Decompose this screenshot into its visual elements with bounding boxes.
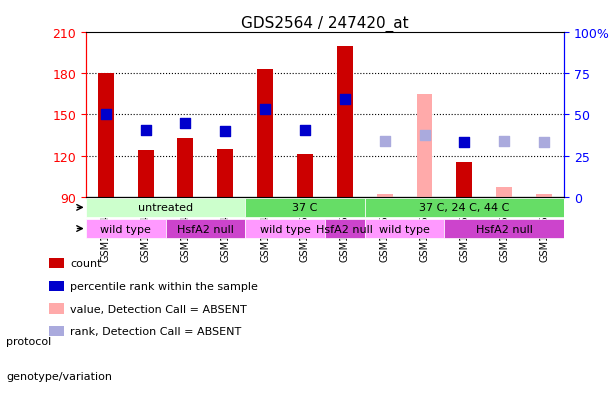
Bar — [417, 95, 433, 197]
Bar — [456, 163, 473, 197]
Text: HsfA2 null: HsfA2 null — [476, 224, 533, 234]
Point — [499, 138, 509, 145]
Point — [181, 120, 191, 127]
Bar — [217, 150, 233, 197]
FancyBboxPatch shape — [86, 219, 166, 238]
Text: value, Detection Call = ABSENT: value, Detection Call = ABSENT — [70, 304, 247, 314]
Bar — [497, 188, 512, 197]
FancyBboxPatch shape — [245, 198, 365, 217]
Text: percentile rank within the sample: percentile rank within the sample — [70, 281, 258, 291]
Text: untreated: untreated — [138, 203, 193, 213]
Text: count: count — [70, 259, 102, 268]
Text: HsfA2 null: HsfA2 null — [177, 224, 234, 234]
FancyBboxPatch shape — [325, 219, 365, 238]
FancyBboxPatch shape — [86, 198, 245, 217]
FancyBboxPatch shape — [166, 219, 245, 238]
Text: 37 C, 24 C, 44 C: 37 C, 24 C, 44 C — [419, 203, 509, 213]
Bar — [98, 74, 114, 197]
Point — [101, 112, 111, 119]
Point — [460, 139, 470, 146]
FancyBboxPatch shape — [365, 219, 444, 238]
Point — [300, 127, 310, 133]
FancyBboxPatch shape — [444, 219, 564, 238]
Point — [221, 128, 230, 135]
Title: GDS2564 / 247420_at: GDS2564 / 247420_at — [241, 16, 409, 32]
Bar — [257, 70, 273, 197]
Bar — [536, 195, 552, 197]
Text: wild type: wild type — [379, 224, 430, 234]
FancyBboxPatch shape — [365, 198, 564, 217]
Text: genotype/variation: genotype/variation — [6, 371, 112, 381]
Point — [539, 139, 549, 146]
Bar — [297, 155, 313, 197]
Point — [141, 127, 151, 133]
Point — [419, 133, 429, 139]
Text: 37 C: 37 C — [292, 203, 318, 213]
Text: rank, Detection Call = ABSENT: rank, Detection Call = ABSENT — [70, 327, 242, 337]
Point — [340, 97, 349, 103]
Point — [379, 138, 390, 145]
Bar — [376, 195, 392, 197]
Point — [261, 107, 270, 113]
Text: wild type: wild type — [260, 224, 310, 234]
Text: HsfA2 null: HsfA2 null — [316, 224, 373, 234]
Bar — [138, 151, 153, 197]
FancyBboxPatch shape — [245, 219, 325, 238]
Bar — [178, 138, 194, 197]
Text: wild type: wild type — [101, 224, 151, 234]
Bar — [337, 47, 353, 197]
Text: protocol: protocol — [6, 336, 51, 346]
